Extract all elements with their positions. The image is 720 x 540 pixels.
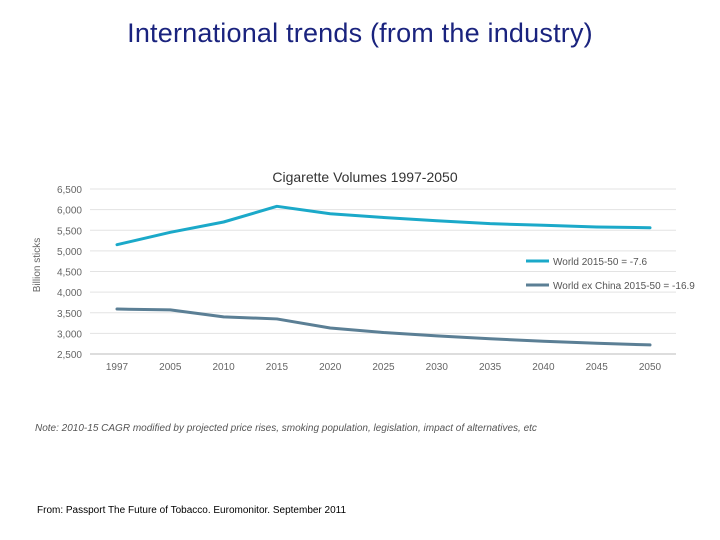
x-tick-label: 2020 bbox=[319, 362, 342, 373]
data-point bbox=[382, 331, 385, 334]
y-tick-label: 4,000 bbox=[57, 288, 82, 299]
data-point bbox=[382, 216, 385, 219]
data-point bbox=[169, 308, 172, 312]
y-tick-label: 5,000 bbox=[57, 247, 82, 258]
x-tick-label: 2005 bbox=[159, 362, 182, 373]
x-tick-label: 2045 bbox=[586, 362, 609, 373]
data-point bbox=[222, 315, 225, 319]
x-tick-label: 2015 bbox=[266, 362, 289, 373]
data-point bbox=[275, 205, 279, 208]
series-line-2 bbox=[115, 307, 652, 347]
x-axis-ticks: 1997 2005 2010 2015 2020 2025 2030 2035 2040 2045… bbox=[106, 362, 662, 373]
slide-title: International trends (from the industry) bbox=[127, 18, 593, 48]
data-point bbox=[115, 307, 119, 311]
x-tick-label: 2050 bbox=[639, 362, 662, 373]
data-point bbox=[488, 222, 492, 225]
y-tick-label: 6,000 bbox=[57, 206, 82, 217]
legend: World 2015-50 = -7.6 World ex China 2015-… bbox=[526, 257, 695, 292]
data-point bbox=[648, 343, 652, 347]
data-point bbox=[222, 220, 225, 224]
data-point bbox=[595, 342, 598, 345]
chart-note: Note: 2010-15 CAGR modified by projected… bbox=[35, 423, 537, 434]
data-point bbox=[595, 225, 598, 229]
legend-label: World 2015-50 = -7.6 bbox=[553, 257, 647, 268]
data-point bbox=[542, 340, 545, 343]
data-point bbox=[488, 337, 492, 340]
x-tick-label: 1997 bbox=[106, 362, 129, 373]
data-point bbox=[329, 326, 332, 330]
y-tick-label: 5,500 bbox=[57, 226, 82, 237]
source-citation: From: Passport The Future of Tobacco. Eu… bbox=[37, 505, 347, 516]
x-tick-label: 2025 bbox=[372, 362, 395, 373]
x-tick-label: 2010 bbox=[212, 362, 235, 373]
series-lines bbox=[115, 204, 652, 347]
gridlines bbox=[90, 188, 676, 355]
y-tick-label: 2,500 bbox=[57, 350, 82, 361]
data-point bbox=[648, 226, 652, 229]
data-point bbox=[435, 334, 438, 338]
legend-label: World ex China 2015-50 = -16.9 bbox=[553, 281, 695, 292]
x-tick-label: 2040 bbox=[532, 362, 555, 373]
data-point bbox=[435, 219, 438, 222]
x-tick-label: 2030 bbox=[426, 362, 449, 373]
x-tick-label: 2035 bbox=[479, 362, 502, 373]
data-point bbox=[169, 231, 172, 234]
y-axis-ticks: 6,500 6,000 5,500 5,000 4,500 4,000 3,500 3,000… bbox=[57, 185, 82, 361]
y-axis-label: Billion sticks bbox=[32, 238, 43, 292]
y-tick-label: 3,500 bbox=[57, 309, 82, 320]
y-tick-label: 3,000 bbox=[57, 329, 82, 340]
data-point bbox=[275, 317, 279, 321]
data-point bbox=[542, 224, 545, 227]
data-point bbox=[115, 243, 119, 246]
data-point bbox=[329, 212, 332, 215]
y-tick-label: 4,500 bbox=[57, 268, 82, 279]
y-tick-label: 6,500 bbox=[57, 185, 82, 196]
chart-title: Cigarette Volumes 1997-2050 bbox=[272, 169, 457, 185]
series-line-1 bbox=[115, 204, 652, 247]
